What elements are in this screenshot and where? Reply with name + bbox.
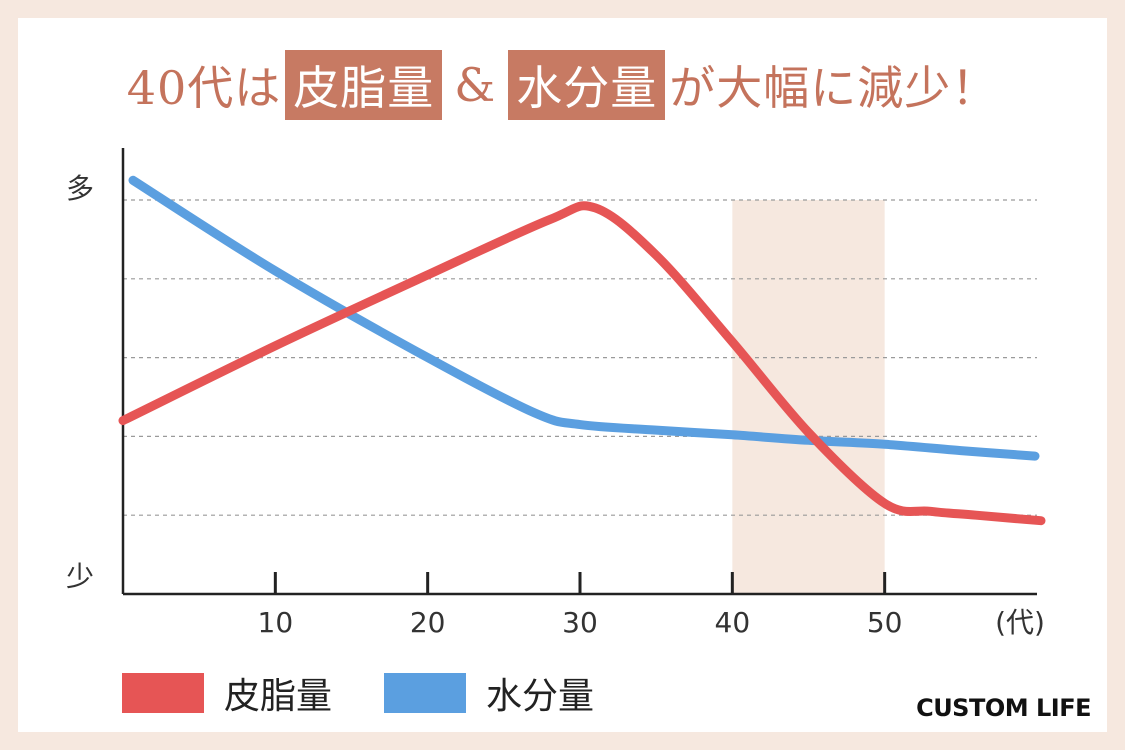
title-prefix: 40代は	[126, 61, 282, 115]
x-tick-label: 40	[715, 606, 751, 639]
x-tick-label: 50	[867, 606, 903, 639]
y-axis-label-low: 少	[66, 560, 94, 593]
legend-swatch-sebum	[122, 673, 204, 713]
legend: 皮脂量 水分量	[122, 667, 646, 719]
legend-swatch-water	[384, 673, 467, 713]
x-tick-label: 20	[410, 606, 446, 639]
title-suffix: が大幅に減少！	[669, 61, 999, 115]
chart-title: 40代は 皮脂量 & 水分量 が大幅に減少！	[0, 50, 1125, 120]
title-ampersand: &	[454, 58, 497, 112]
chart-card	[18, 18, 1107, 732]
x-axis-unit-label: (代)	[995, 606, 1045, 639]
brand-logo: CUSTOM LIFE	[916, 694, 1091, 722]
series-line-sebum	[118, 201, 1046, 526]
highlight-band-40s	[732, 200, 885, 594]
legend-item-water: 水分量	[384, 667, 594, 719]
x-tick-label: 10	[258, 606, 294, 639]
legend-item-sebum: 皮脂量	[122, 667, 332, 719]
y-axis-label-high: 多	[66, 172, 94, 205]
title-highlight-sebum: 皮脂量	[285, 50, 443, 120]
series-line-water	[128, 175, 1040, 461]
x-tick-label: 30	[562, 606, 598, 639]
legend-label-sebum: 皮脂量	[224, 676, 333, 717]
title-highlight-water: 水分量	[508, 50, 666, 120]
legend-label-water: 水分量	[486, 676, 595, 717]
